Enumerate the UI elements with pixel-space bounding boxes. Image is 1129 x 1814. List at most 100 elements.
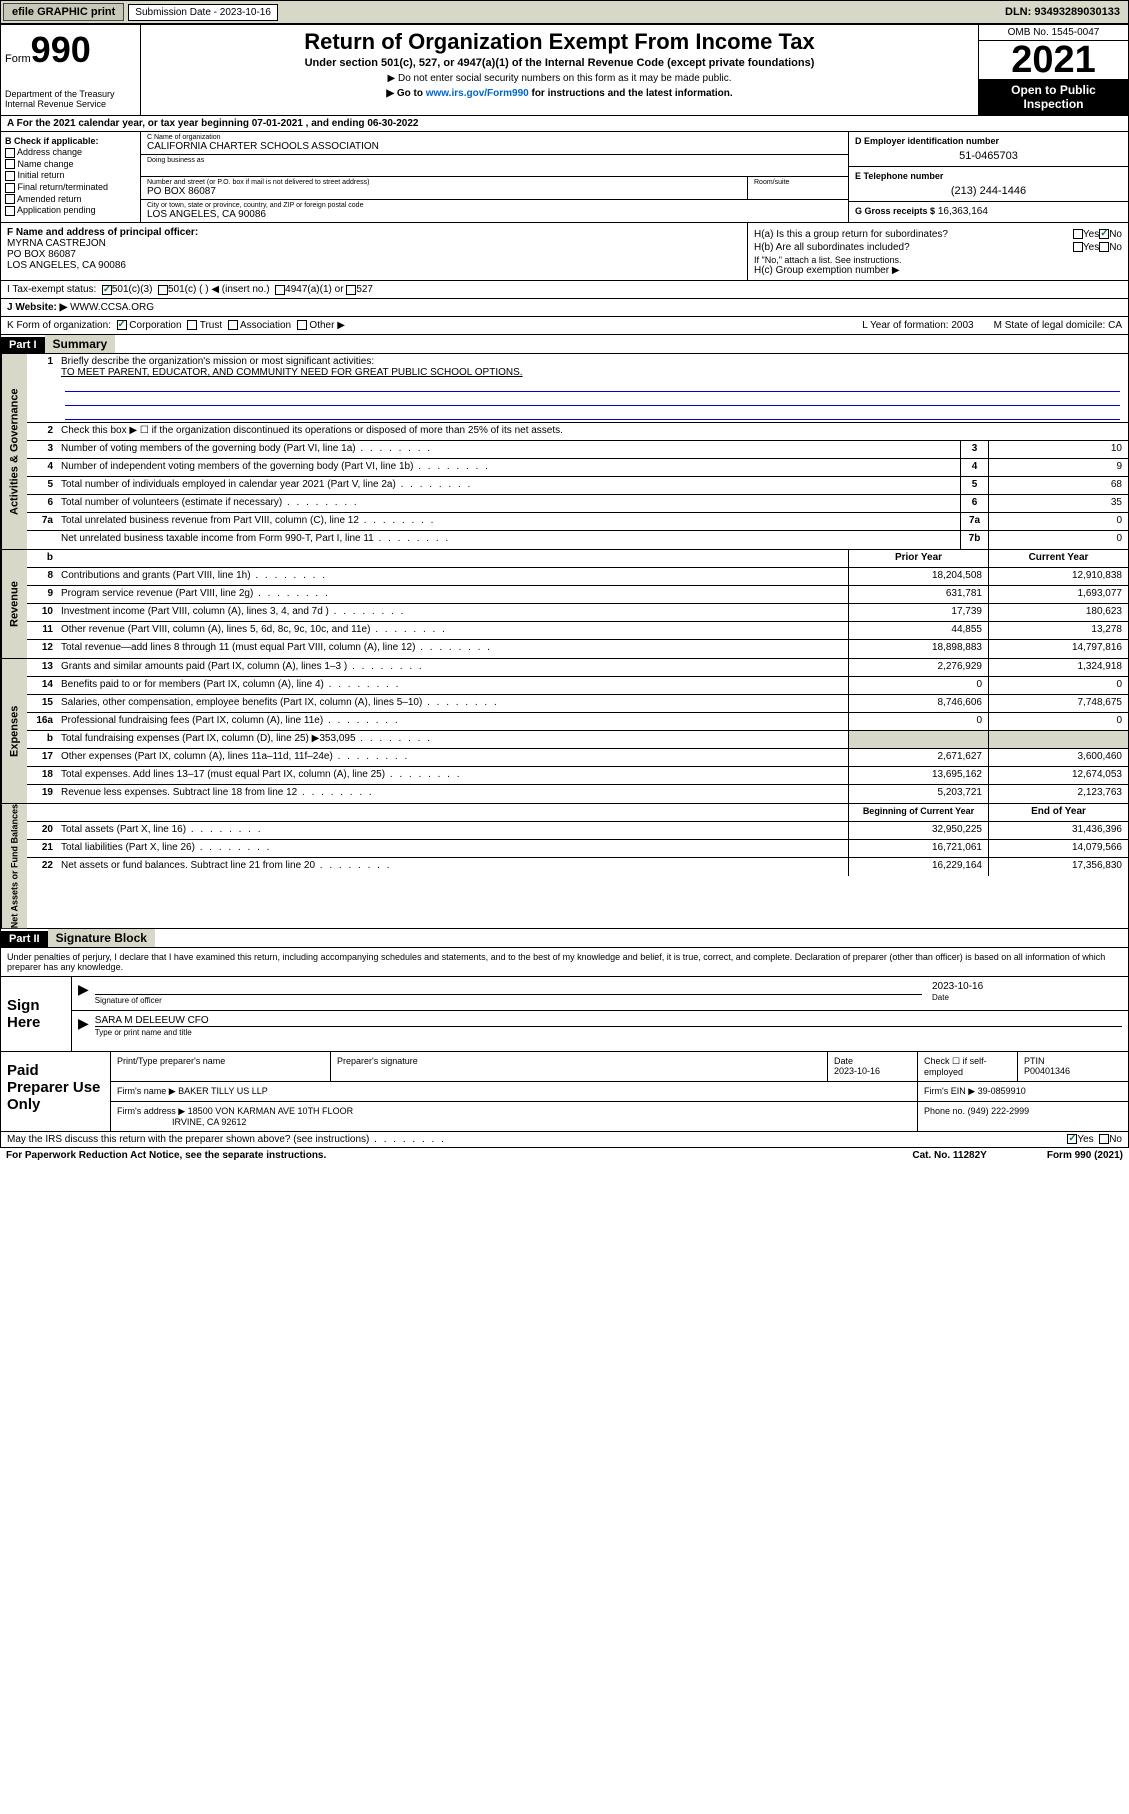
firm-addr: 18500 VON KARMAN AVE 10TH FLOOR xyxy=(188,1106,353,1116)
table-row: 21Total liabilities (Part X, line 26)16,… xyxy=(27,840,1128,858)
firm-ein: 39-0859910 xyxy=(978,1086,1026,1096)
cb-501c3[interactable] xyxy=(102,285,112,295)
form-ref: Form 990 (2021) xyxy=(1047,1150,1123,1161)
cb-amended[interactable]: Amended return xyxy=(5,194,136,205)
form-number: 990 xyxy=(31,29,91,70)
cb-other[interactable] xyxy=(297,320,307,330)
state-domicile: M State of legal domicile: CA xyxy=(994,320,1122,331)
arrow-icon: ▶ xyxy=(78,1015,89,1038)
cb-discuss-no[interactable] xyxy=(1099,1134,1109,1144)
dept-label: Department of the Treasury Internal Reve… xyxy=(5,89,136,109)
table-row: 14Benefits paid to or for members (Part … xyxy=(27,677,1128,695)
table-row: Net unrelated business taxable income fr… xyxy=(27,531,1128,549)
revenue-section: Revenue b Prior Year Current Year 8Contr… xyxy=(0,550,1129,659)
col-c-org: C Name of organization CALIFORNIA CHARTE… xyxy=(141,132,848,222)
dln-label: DLN: 93493289030133 xyxy=(997,4,1128,20)
org-name: CALIFORNIA CHARTER SCHOOLS ASSOCIATION xyxy=(147,141,842,152)
officer-name: MYRNA CASTREJON xyxy=(7,238,106,249)
ein: 51-0465703 xyxy=(855,150,1122,162)
col-f-officer: F Name and address of principal officer:… xyxy=(1,223,748,280)
cb-initial[interactable]: Initial return xyxy=(5,170,136,181)
table-row: 12Total revenue—add lines 8 through 11 (… xyxy=(27,640,1128,658)
cb-address[interactable]: Address change xyxy=(5,147,136,158)
cb-4947[interactable] xyxy=(275,285,285,295)
firm-name: BAKER TILLY US LLP xyxy=(178,1086,268,1096)
paid-preparer-label: Paid Preparer Use Only xyxy=(1,1052,111,1131)
side-revenue: Revenue xyxy=(1,550,27,658)
cb-trust[interactable] xyxy=(187,320,197,330)
table-row: 11Other revenue (Part VIII, column (A), … xyxy=(27,622,1128,640)
row-k-formorg: K Form of organization: Corporation Trus… xyxy=(0,317,1129,335)
expenses-section: Expenses 13Grants and similar amounts pa… xyxy=(0,659,1129,804)
table-row: 15Salaries, other compensation, employee… xyxy=(27,695,1128,713)
city-state-zip: LOS ANGELES, CA 90086 xyxy=(147,209,842,220)
header-right: OMB No. 1545-0047 2021 Open to Public In… xyxy=(978,25,1128,115)
col-d-ein: D Employer identification number 51-0465… xyxy=(848,132,1128,222)
side-governance: Activities & Governance xyxy=(1,354,27,549)
discuss-row: May the IRS discuss this return with the… xyxy=(0,1132,1129,1148)
side-expenses: Expenses xyxy=(1,659,27,803)
website: WWW.CCSA.ORG xyxy=(70,302,154,313)
year-formation: L Year of formation: 2003 xyxy=(862,320,973,331)
table-row: 8Contributions and grants (Part VIII, li… xyxy=(27,568,1128,586)
declaration-text: Under penalties of perjury, I declare th… xyxy=(1,948,1128,976)
netassets-section: Net Assets or Fund Balances Beginning of… xyxy=(0,804,1129,929)
table-row: 20Total assets (Part X, line 16)32,950,2… xyxy=(27,822,1128,840)
table-row: 3Number of voting members of the governi… xyxy=(27,441,1128,459)
submission-date: Submission Date - 2023-10-16 xyxy=(128,4,278,21)
table-row: bTotal fundraising expenses (Part IX, co… xyxy=(27,731,1128,749)
table-row: 16aProfessional fundraising fees (Part I… xyxy=(27,713,1128,731)
ssn-warning: ▶ Do not enter social security numbers o… xyxy=(145,73,974,84)
header-left: Form990 Department of the Treasury Inter… xyxy=(1,25,141,115)
cb-501c[interactable] xyxy=(158,285,168,295)
prep-date: 2023-10-16 xyxy=(834,1066,880,1076)
table-row: 22Net assets or fund balances. Subtract … xyxy=(27,858,1128,876)
footer: For Paperwork Reduction Act Notice, see … xyxy=(0,1148,1129,1163)
top-toolbar: efile GRAPHIC print Submission Date - 20… xyxy=(0,0,1129,24)
table-row: 13Grants and similar amounts paid (Part … xyxy=(27,659,1128,677)
row-a-taxyear: A For the 2021 calendar year, or tax yea… xyxy=(0,116,1129,132)
cb-corp[interactable] xyxy=(117,320,127,330)
cb-final[interactable]: Final return/terminated xyxy=(5,182,136,193)
cb-group-yes[interactable] xyxy=(1073,229,1083,239)
mission-text: TO MEET PARENT, EDUCATOR, AND COMMUNITY … xyxy=(61,367,523,378)
firm-phone: (949) 222-2999 xyxy=(968,1106,1030,1116)
public-inspection: Open to Public Inspection xyxy=(979,79,1128,115)
table-row: 5Total number of individuals employed in… xyxy=(27,477,1128,495)
arrow-icon: ▶ xyxy=(78,981,89,1006)
table-row: 4Number of independent voting members of… xyxy=(27,459,1128,477)
table-row: 10Investment income (Part VIII, column (… xyxy=(27,604,1128,622)
efile-button[interactable]: efile GRAPHIC print xyxy=(3,3,124,21)
cb-sub-no[interactable] xyxy=(1099,242,1109,252)
table-row: 18Total expenses. Add lines 13–17 (must … xyxy=(27,767,1128,785)
cb-assoc[interactable] xyxy=(228,320,238,330)
cb-name[interactable]: Name change xyxy=(5,159,136,170)
cb-application[interactable]: Application pending xyxy=(5,205,136,216)
ptin: P00401346 xyxy=(1024,1066,1070,1076)
street-address: PO BOX 86087 xyxy=(147,186,741,197)
gross-receipts: 16,363,164 xyxy=(938,206,988,217)
table-row: 19Revenue less expenses. Subtract line 1… xyxy=(27,785,1128,803)
cb-sub-yes[interactable] xyxy=(1073,242,1083,252)
instructions-link-row: ▶ Go to www.irs.gov/Form990 for instruct… xyxy=(145,88,974,99)
part1-header: Part ISummary xyxy=(0,335,1129,354)
form-label: Form xyxy=(5,53,31,65)
sign-here-label: Sign Here xyxy=(1,977,71,1051)
signature-block: Under penalties of perjury, I declare th… xyxy=(0,948,1129,1132)
cb-527[interactable] xyxy=(346,285,356,295)
officer-print-name: SARA M DELEEUW CFO xyxy=(95,1015,1122,1027)
form-header: Form990 Department of the Treasury Inter… xyxy=(0,24,1129,116)
irs-link[interactable]: www.irs.gov/Form990 xyxy=(426,88,529,99)
tax-year: 2021 xyxy=(979,41,1128,79)
table-row: 6Total number of volunteers (estimate if… xyxy=(27,495,1128,513)
form-subtitle: Under section 501(c), 527, or 4947(a)(1)… xyxy=(145,57,974,69)
part2-header: Part IISignature Block xyxy=(0,929,1129,948)
cb-group-no[interactable] xyxy=(1099,229,1109,239)
cat-no: Cat. No. 11282Y xyxy=(912,1150,986,1161)
side-netassets: Net Assets or Fund Balances xyxy=(1,804,27,928)
section-fh: F Name and address of principal officer:… xyxy=(0,223,1129,281)
sig-date: 2023-10-16 xyxy=(932,981,1122,992)
col-b-checkboxes: B Check if applicable: Address change Na… xyxy=(1,132,141,222)
col-h-group: H(a) Is this a group return for subordin… xyxy=(748,223,1128,280)
cb-discuss-yes[interactable] xyxy=(1067,1134,1077,1144)
